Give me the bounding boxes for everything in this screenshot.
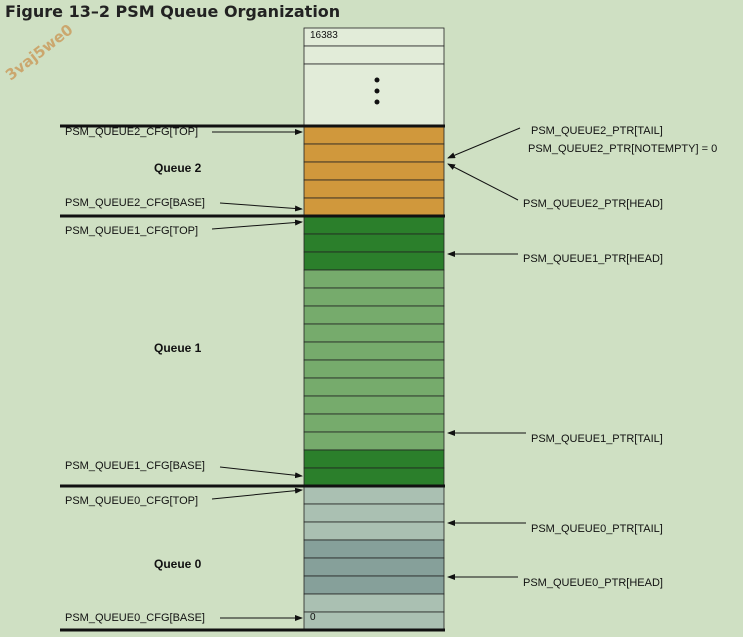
queue1-cell xyxy=(303,341,445,361)
q0-ptr-tail-label: PSM_QUEUE0_PTR[TAIL] xyxy=(531,523,663,535)
queue1-cell xyxy=(303,215,445,235)
queue1-cell xyxy=(303,431,445,451)
queue2-cell xyxy=(303,125,445,145)
queue2-cell xyxy=(303,197,445,217)
figure-title: Figure 13–2 PSM Queue Organization xyxy=(5,2,341,21)
q2-cfg-top-label: PSM_QUEUE2_CFG[TOP] xyxy=(65,126,199,138)
queue0-cell xyxy=(303,503,445,523)
q2-cfg-base-arrow xyxy=(219,202,303,212)
cell-blank xyxy=(303,45,445,65)
queue1-cell xyxy=(303,233,445,253)
queue-1-label: Queue 1 xyxy=(154,341,202,355)
queue1-cell xyxy=(303,305,445,325)
queue-2-label: Queue 2 xyxy=(154,161,202,175)
q1-ptr-tail-label: PSM_QUEUE1_PTR[TAIL] xyxy=(531,433,663,445)
q2-ptr-tail-label: PSM_QUEUE2_PTR[TAIL] xyxy=(531,125,663,137)
q2-cfg-base-label: PSM_QUEUE2_CFG[BASE] xyxy=(65,197,205,209)
q0-ptr-head-label: PSM_QUEUE0_PTR[HEAD] xyxy=(523,577,663,589)
queue2-cell xyxy=(303,179,445,199)
queue0-cell xyxy=(303,485,445,505)
q1-cfg-top-arrow xyxy=(211,219,303,230)
q1-cfg-top-label: PSM_QUEUE1_CFG[TOP] xyxy=(65,225,199,237)
queue1-cell xyxy=(303,467,445,487)
queue0-cell xyxy=(303,539,445,559)
q0-cfg-base-label: PSM_QUEUE0_CFG[BASE] xyxy=(65,612,205,624)
queue-0-label: Queue 0 xyxy=(154,557,202,571)
cell-ellipsis-region xyxy=(303,63,445,127)
top-index-label: 16383 xyxy=(310,30,338,41)
q1-cfg-base-arrow xyxy=(219,466,303,479)
queue1-cell xyxy=(303,323,445,343)
q1-cfg-base-label: PSM_QUEUE1_CFG[BASE] xyxy=(65,460,205,472)
q2-ptr-notempty-label: PSM_QUEUE2_PTR[NOTEMPTY] = 0 xyxy=(528,143,718,155)
queue0-cell xyxy=(303,575,445,595)
queue1-cell xyxy=(303,359,445,379)
q2-ptr-head-label: PSM_QUEUE2_PTR[HEAD] xyxy=(523,198,663,210)
queue0-cell xyxy=(303,593,445,613)
q0-cfg-top-arrow xyxy=(211,487,303,500)
queue1-cell xyxy=(303,449,445,469)
queue1-cell xyxy=(303,413,445,433)
queue1-cell xyxy=(303,395,445,415)
queue2-cell xyxy=(303,143,445,163)
ellipsis-dots xyxy=(374,77,380,105)
queue0-cell xyxy=(303,521,445,541)
q2-ptr-tail-arrow xyxy=(447,127,521,159)
memory-cells xyxy=(303,27,445,631)
q0-cfg-top-label: PSM_QUEUE0_CFG[TOP] xyxy=(65,495,199,507)
queue0-cell xyxy=(303,557,445,577)
queue1-cell xyxy=(303,287,445,307)
queue2-cell xyxy=(303,161,445,181)
queue1-cell xyxy=(303,251,445,271)
q1-ptr-head-label: PSM_QUEUE1_PTR[HEAD] xyxy=(523,253,663,265)
queue1-cell xyxy=(303,377,445,397)
queue0-cell xyxy=(303,611,445,631)
queue1-cell xyxy=(303,269,445,289)
bottom-index-label: 0 xyxy=(310,612,316,623)
q2-ptr-head-arrow xyxy=(447,163,519,201)
